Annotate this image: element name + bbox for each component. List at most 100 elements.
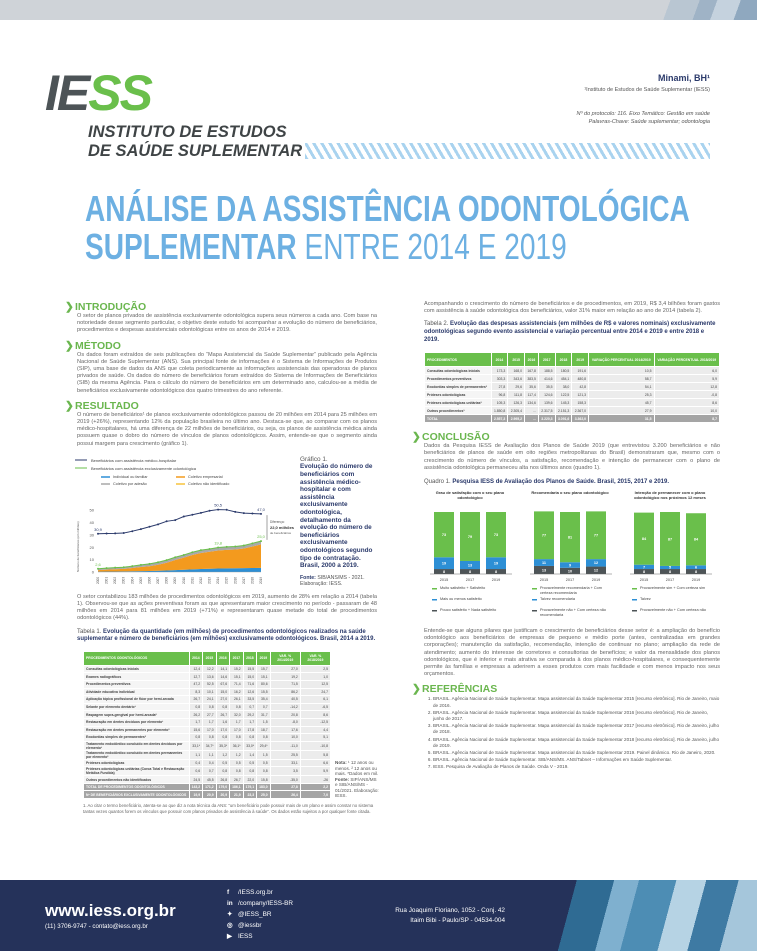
x-tick-label: 2006 <box>147 577 151 584</box>
table-cell: 6,0 <box>653 366 720 376</box>
table-cell: 14,6 <box>215 672 231 681</box>
address-line1: Rua Joaquim Floriano, 1052 - Conj. 42 <box>395 907 505 914</box>
table-cell: 27,8 <box>490 382 509 392</box>
chevron-icon: ❯ <box>65 301 74 313</box>
table-cell: 10,1 <box>202 687 217 697</box>
table-cell: 1,4 <box>242 749 258 760</box>
conclusion-text1: Dados da Pesquisa IESS de Avaliação dos … <box>424 443 720 471</box>
table-cell: 18,7 <box>256 725 271 735</box>
intro-heading: ❯INTRODUÇÃO <box>65 301 377 313</box>
table-row: Próteses odontológicas unitárias (Coroa … <box>83 766 332 777</box>
column-header: VARIAÇÃO PERCENTUAL 2014/2019 <box>588 352 655 368</box>
bar-value: 87 <box>668 537 672 541</box>
title-line2: SUPLEMENTAR ENTRE 2014 E 2019 <box>85 228 690 266</box>
footnote: 1. Ao citar o termo beneficiário, atenta… <box>83 803 374 814</box>
x-tick-label: 2008 <box>165 577 169 584</box>
note-label: Nota: <box>335 759 347 765</box>
instagram-icon: ◎ <box>227 922 233 929</box>
result-text1: O número de beneficiários¹ de planos exc… <box>77 411 377 447</box>
data-label: 2,6 <box>95 562 101 567</box>
social-link[interactable]: ◎ @iessbr <box>227 920 293 931</box>
table-cell: 31,5 <box>588 414 655 424</box>
caption-title: Pesquisa IESS de Avaliação dos Planos de… <box>452 479 670 485</box>
column-header: 2016 <box>524 352 539 368</box>
social-link[interactable]: ▶ IESS <box>227 931 293 942</box>
table-cell: 19,2 <box>269 672 301 681</box>
table-cell: 134,6 <box>524 398 539 408</box>
table-cell: 52,5 <box>202 679 217 689</box>
legend-swatch <box>432 610 437 612</box>
table-cell: 173,3 <box>490 366 509 376</box>
legend-label: Muito satisfeito + Satisfeito <box>440 586 486 590</box>
table-cell: 168,0 <box>507 366 526 376</box>
column-header: 2015 <box>202 650 217 666</box>
total-row: TOTAL DE PROCEDIMENTOS ODONTOLÓGICOS 143,… <box>83 782 332 792</box>
table-cell: 480,8 <box>571 374 590 384</box>
chart-caption: Gráfico 1. Evolução do número de benefic… <box>300 456 380 588</box>
bar-segment <box>460 512 480 561</box>
institute-line2: DE SAÚDE SUPLEMENTAR <box>88 142 303 160</box>
bar-value: 19 <box>442 562 446 566</box>
x-tick-label: 2013 <box>208 577 212 584</box>
table-cell: 27,9 <box>588 406 655 416</box>
data-label: 30,9 <box>94 527 103 532</box>
table-cell: Nº DE BENEFICIÁRIOS EXCLUSIVAMENTE ODONT… <box>83 790 190 800</box>
social-link[interactable]: ✦ @IESS_BR <box>227 909 293 920</box>
legend-label: Provavelmente recomendaria + Com certeza… <box>540 586 602 595</box>
table-cell: Próteses odontológicas <box>424 390 492 400</box>
chevron-icon: ❯ <box>65 339 74 352</box>
legend-swatch <box>432 588 437 590</box>
data-point <box>242 511 245 514</box>
social-links: f/IESS.org.br in/company/IESS-BR ✦ @IESS_BR… <box>227 887 293 942</box>
table-cell: -10,8 <box>299 740 332 751</box>
bar-segment <box>586 559 606 567</box>
conclusion-text2: Entende-se que alguns pilares que justif… <box>424 628 720 678</box>
table-cell: 26,7 <box>188 695 204 704</box>
social-link[interactable]: f/IESS.org.br <box>227 887 293 898</box>
table-cell: 158,3 <box>571 398 590 408</box>
institute-line1: INSTITUTO DE ESTUDOS <box>88 123 287 141</box>
table-cell: 58,7 <box>588 374 655 384</box>
table-row: Tratamento endodôntico concluído em dent… <box>83 740 332 751</box>
title-thin: ENTRE 2014 E 2019 <box>304 226 567 267</box>
left-column: ❯INTRODUÇÃO O setor de planos privados d… <box>65 301 380 814</box>
table1-caption: Tabela 1. Evolução da quantidade (em mil… <box>77 629 377 644</box>
y-tick-label: 30 <box>90 532 95 537</box>
table-cell: 35,5 <box>537 382 556 392</box>
data-point <box>191 513 194 516</box>
reference-item: BRASIL. Agência Nacional de Saúde Suplem… <box>433 737 720 749</box>
x-tick-label: 2011 <box>190 577 194 584</box>
table1-row: PROCEDIMENTOS ODONTOLÓGICOS 2014 2015 2016 2… <box>77 650 379 800</box>
table-cell: 25,0 <box>256 790 271 800</box>
table-cell: 2,2 <box>299 782 332 792</box>
data-point <box>148 562 151 565</box>
method-text: Os dados foram extraídos de seis publica… <box>77 351 377 394</box>
table-cell: 2.367,0 <box>571 406 590 416</box>
x-tick-label: 2000 <box>96 577 100 584</box>
legend-label: Provavelmente sim + Com certeza sim <box>640 586 706 590</box>
table1-wrap: PROCEDIMENTOS ODONTOLÓGICOS 2014 2015 2016 2… <box>83 650 332 800</box>
x-tick-label: 2003 <box>122 577 126 584</box>
data-label: 19,8 <box>214 540 223 545</box>
social-link[interactable]: in/company/IESS-BR <box>227 898 293 909</box>
bar-segment <box>486 557 506 570</box>
table-cell: 36,1* <box>229 740 244 751</box>
table-cell: Aplicação tópica profissional de flúor p… <box>83 695 190 704</box>
table-cell: 4,4 <box>299 725 332 735</box>
source-text: SIB/ANS/MS - 2021. <box>317 574 365 581</box>
conclusion-heading: ❯CONCLUSÃO <box>412 431 720 443</box>
source-text: SIP/ANS/MS e SIB/ANS/MS - 01/2021. Elabo… <box>335 776 379 799</box>
website-link[interactable]: www.iess.org.br <box>45 901 176 920</box>
table-cell: 15,7 <box>256 664 271 674</box>
y-tick-label: 20 <box>90 545 95 550</box>
table-cell: 12,4 <box>188 664 204 674</box>
table-cell: 29,6 <box>507 382 526 392</box>
bar-value: 84 <box>642 537 647 541</box>
table-cell: -11,0 <box>269 740 301 751</box>
table-cell: 33,1 <box>269 758 301 768</box>
column-header: 2017 <box>537 352 556 368</box>
x-tick-label: 2016 <box>233 577 237 584</box>
data-point <box>199 511 202 514</box>
series-line <box>97 508 262 535</box>
table-cell: 105,3 <box>490 398 509 408</box>
